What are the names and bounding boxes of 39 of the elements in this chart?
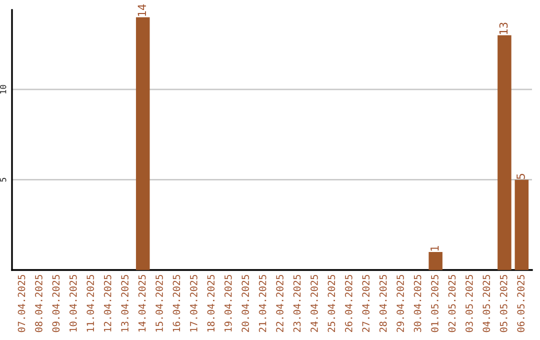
bar (498, 35, 512, 270)
y-tick-label: 10 (0, 84, 6, 94)
x-tick-label: 02.05.2025 (448, 274, 456, 332)
bar (428, 252, 442, 270)
bar (514, 180, 529, 270)
x-tick-label: 07.04.2025 (18, 274, 26, 332)
x-tick-label: 20.04.2025 (242, 274, 250, 332)
x-tick-label: 14.04.2025 (138, 274, 146, 332)
x-tick-label: 13.04.2025 (121, 274, 128, 332)
x-tick-label: 16.04.2025 (172, 274, 180, 332)
x-tick-label: 06.05.2025 (517, 274, 525, 332)
x-tick-label: 11.04.2025 (86, 274, 94, 332)
x-tick-label: 23.04.2025 (293, 274, 301, 332)
data-label: 5 (516, 174, 525, 179)
data-label: 14 (138, 4, 146, 16)
x-tick-label: 24.04.2025 (310, 274, 318, 332)
data-label: 13 (499, 22, 508, 34)
x-tick-label: 01.05.2025 (431, 274, 438, 332)
x-tick-label: 05.05.2025 (500, 274, 508, 332)
x-tick-label: 18.04.2025 (207, 274, 215, 332)
x-tick-label: 15.04.2025 (156, 274, 163, 332)
x-tick-label: 17.04.2025 (190, 274, 198, 332)
bar (136, 17, 150, 270)
x-tick-label: 28.04.2025 (379, 274, 387, 332)
x-tick-label: 22.04.2025 (276, 274, 284, 332)
x-tick-label: 10.04.2025 (69, 274, 77, 332)
x-tick-label: 12.04.2025 (104, 274, 112, 332)
x-tick-label: 04.05.2025 (482, 274, 490, 332)
x-tick-label: 08.04.2025 (35, 274, 42, 332)
x-tick-label: 19.04.2025 (224, 274, 232, 332)
x-tick-label: 21.04.2025 (258, 274, 266, 332)
data-label: 1 (430, 246, 439, 251)
x-tick-label: 29.04.2025 (396, 274, 404, 332)
x-tick-label: 25.04.2025 (328, 274, 336, 332)
x-tick-label: 27.04.2025 (362, 274, 370, 332)
x-tick-label: 26.04.2025 (344, 274, 352, 332)
x-tick-label: 09.04.2025 (52, 274, 60, 332)
x-tick-label: 03.05.2025 (466, 274, 473, 332)
x-tick-label: 30.04.2025 (414, 274, 422, 332)
